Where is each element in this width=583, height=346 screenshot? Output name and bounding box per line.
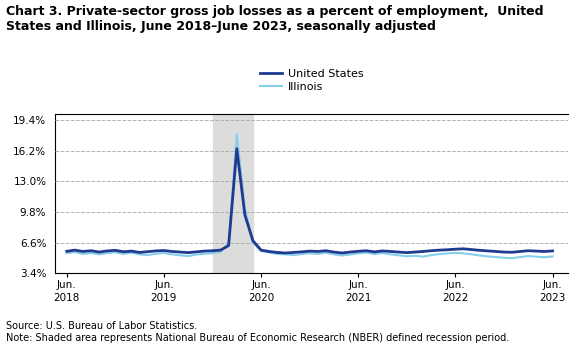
Bar <box>213 114 253 273</box>
Text: Source: U.S. Bureau of Labor Statistics.
Note: Shaded area represents National B: Source: U.S. Bureau of Labor Statistics.… <box>6 321 509 343</box>
Legend: United States, Illinois: United States, Illinois <box>260 69 364 92</box>
Text: Chart 3. Private-sector gross job losses as a percent of employment,  United
Sta: Chart 3. Private-sector gross job losses… <box>6 5 543 33</box>
